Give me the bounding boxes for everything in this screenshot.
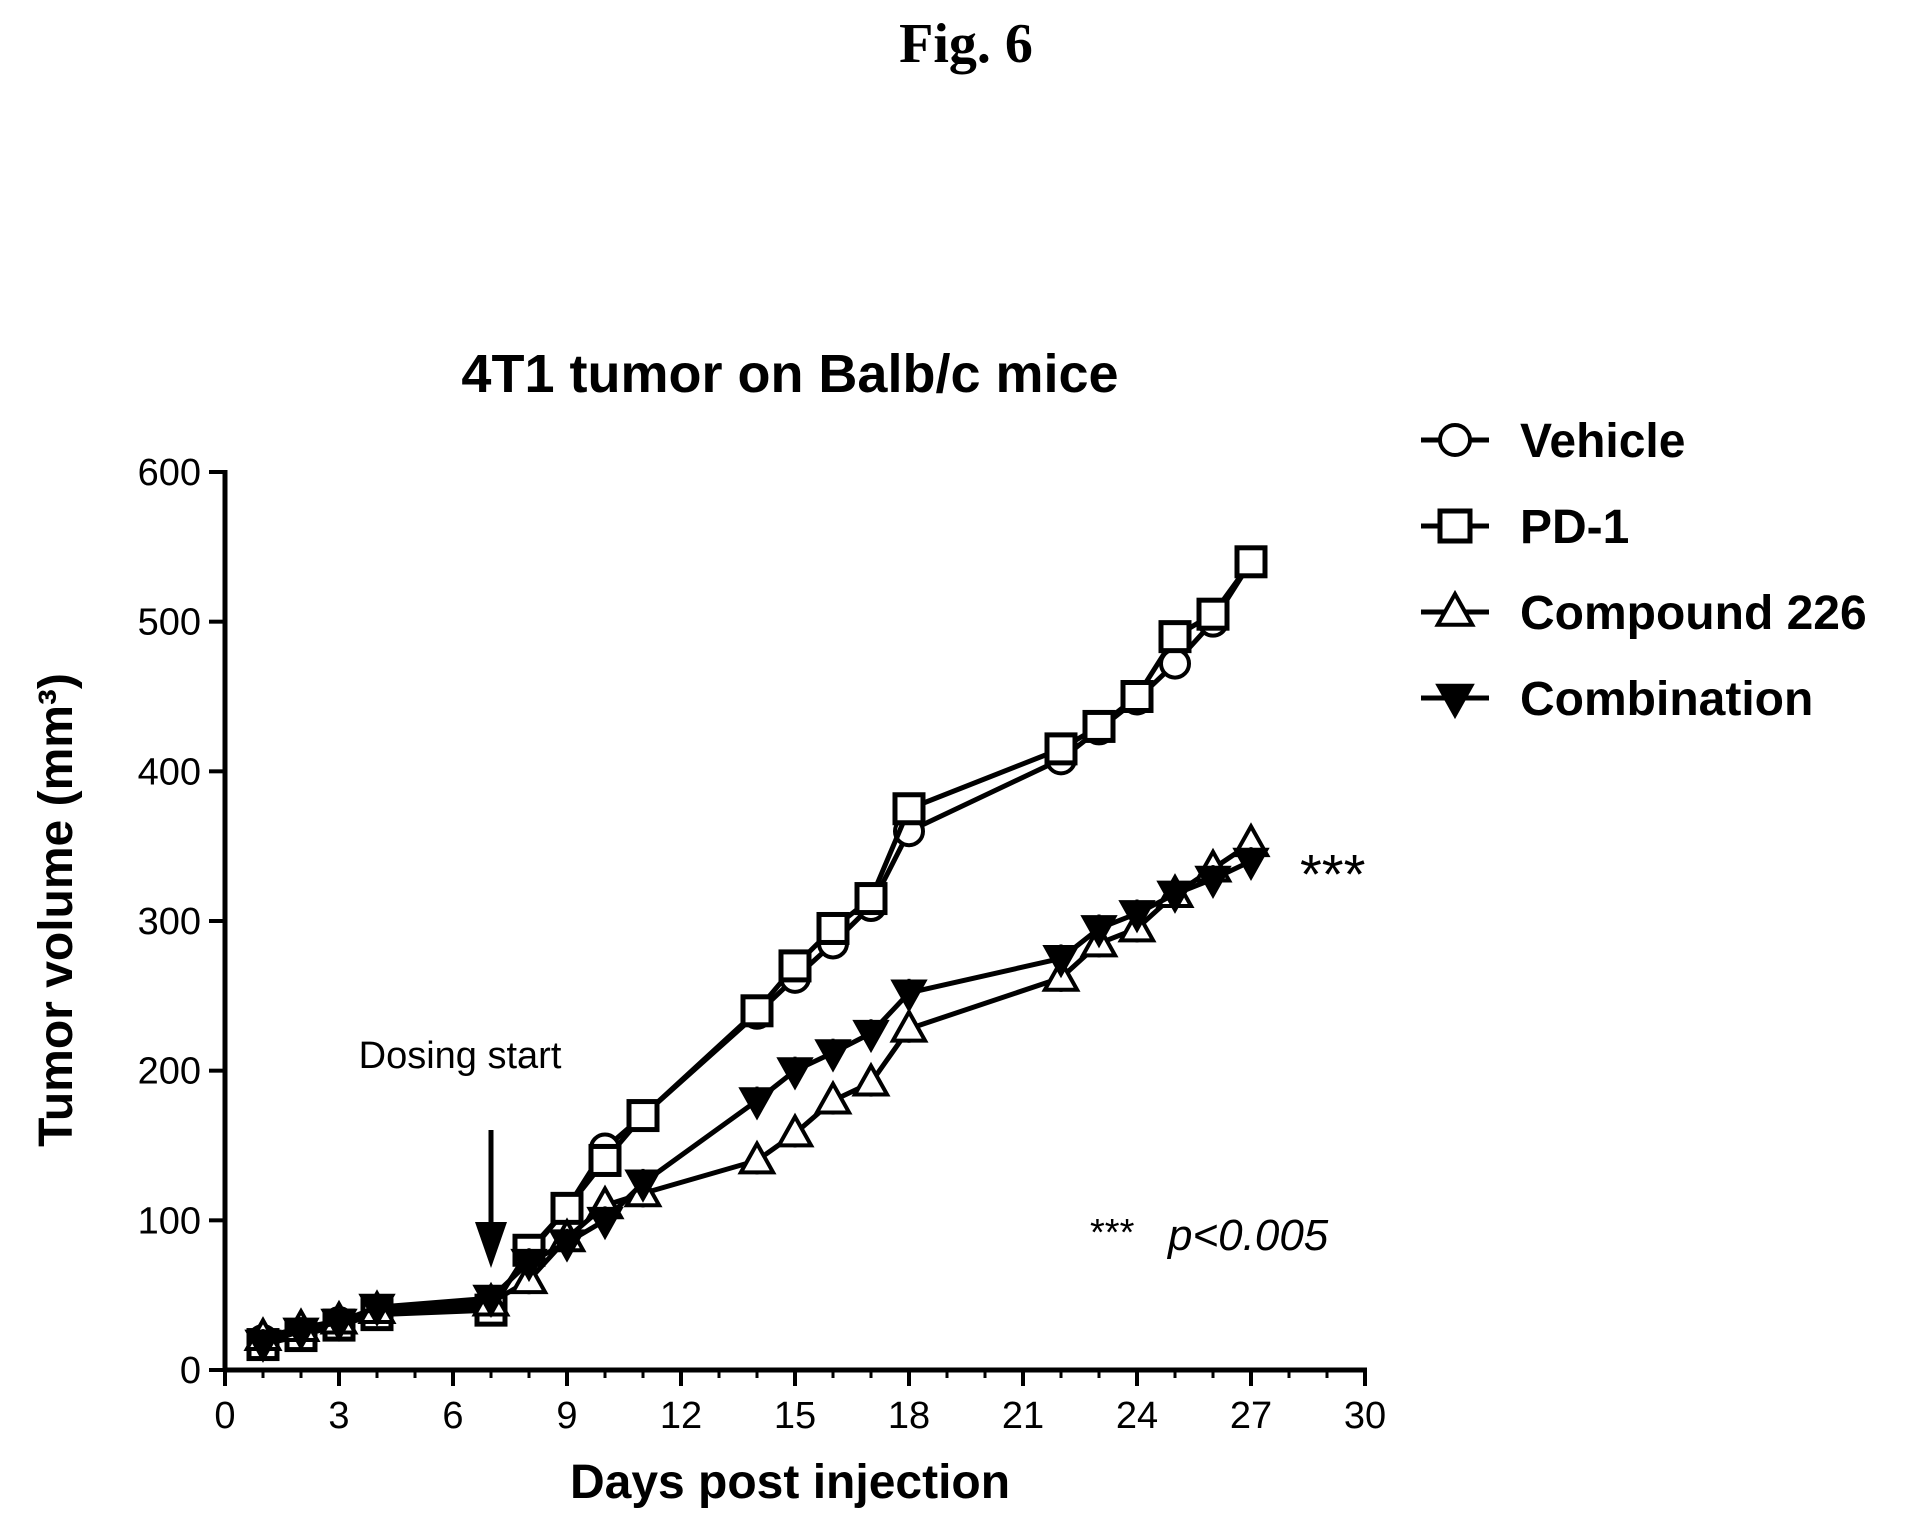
data-point — [737, 1139, 777, 1175]
legend-label: PD-1 — [1520, 501, 1629, 554]
legend-item: PD-1 — [1421, 501, 1629, 554]
significance-marker: *** — [1300, 843, 1365, 906]
axes: 0 3 6 9 12 15 18 21 24 27 30 0 100 200 300 400 500 600 — [138, 452, 1387, 1437]
data-point — [1082, 709, 1116, 743]
data-point — [1042, 945, 1080, 979]
data-point — [890, 979, 928, 1013]
data-point — [778, 949, 812, 983]
data-point — [588, 1143, 622, 1177]
legend-label: Compound 226 — [1520, 587, 1867, 640]
data-point — [282, 1317, 320, 1351]
x-tick-label: 3 — [328, 1395, 349, 1437]
data-point — [472, 1284, 510, 1319]
y-tick-label: 400 — [138, 751, 201, 793]
chart-title: 4T1 tumor on Balb/c mice — [461, 344, 1118, 404]
data-point — [776, 1057, 814, 1091]
data-point — [1158, 620, 1192, 654]
legend-item: Combination — [1421, 673, 1813, 726]
x-tick-label: 30 — [1344, 1395, 1386, 1437]
dosing-arrow-head — [475, 1222, 507, 1268]
data-point — [854, 882, 888, 916]
y-tick-label: 200 — [138, 1051, 201, 1093]
data-point — [1044, 732, 1078, 766]
data-point — [814, 1039, 852, 1073]
y-axis-title: Tumor volume (mm³) — [30, 673, 83, 1147]
x-tick-label: 15 — [774, 1395, 816, 1437]
legend-marker — [1438, 423, 1472, 457]
x-tick-label: 6 — [442, 1395, 463, 1437]
data-point — [586, 1206, 624, 1241]
legend-marker — [1435, 683, 1475, 720]
data-point — [244, 1329, 282, 1363]
data-point — [1196, 597, 1230, 631]
legend-item: Compound 226 — [1421, 587, 1867, 640]
series-layer — [243, 545, 1271, 1363]
data-point — [510, 1248, 548, 1283]
significance-note-p: p<0.005 — [1166, 1211, 1329, 1260]
data-point — [1080, 915, 1118, 949]
legend: Vehicle PD-1 Compound 226 Combination — [1421, 415, 1867, 726]
data-point — [775, 1112, 815, 1148]
x-axis-title: Days post injection — [570, 1456, 1010, 1509]
x-tick-label: 27 — [1230, 1395, 1272, 1437]
data-point — [740, 994, 774, 1028]
legend-marker — [1437, 508, 1473, 544]
data-point — [548, 1229, 586, 1263]
x-tick-label: 18 — [888, 1395, 930, 1437]
data-point — [889, 1007, 929, 1043]
figure-label: Fig. 6 — [899, 13, 1033, 75]
x-ticks: 0 3 6 9 12 15 18 21 24 27 30 — [214, 1370, 1386, 1437]
x-tick-label: 9 — [556, 1395, 577, 1437]
data-point — [852, 1019, 890, 1054]
dosing-annotation: Dosing start — [359, 1035, 562, 1268]
y-ticks: 0 100 200 300 400 500 600 — [138, 452, 225, 1392]
data-point — [1232, 847, 1270, 881]
y-tick-label: 600 — [138, 452, 201, 494]
y-tick-label: 100 — [138, 1200, 201, 1242]
data-point — [624, 1169, 662, 1203]
dosing-start-label: Dosing start — [359, 1035, 562, 1077]
data-point — [738, 1087, 776, 1121]
legend-label: Combination — [1520, 673, 1813, 726]
data-point — [1118, 900, 1156, 934]
significance-note-stars: *** — [1090, 1212, 1135, 1254]
y-tick-label: 500 — [138, 602, 201, 644]
x-tick-label: 24 — [1116, 1395, 1158, 1437]
x-tick-label: 21 — [1002, 1395, 1044, 1437]
data-point — [626, 1099, 660, 1133]
data-point — [1194, 865, 1232, 899]
y-tick-label: 0 — [180, 1350, 201, 1392]
series-combination — [244, 847, 1270, 1363]
data-point — [1156, 880, 1194, 914]
data-point — [320, 1308, 358, 1342]
data-point — [851, 1061, 891, 1097]
legend-marker — [1434, 589, 1476, 627]
data-point — [892, 792, 926, 826]
data-point — [1234, 545, 1268, 579]
x-tick-label: 0 — [214, 1395, 235, 1437]
y-tick-label: 300 — [138, 901, 201, 943]
data-point — [358, 1293, 396, 1328]
legend-label: Vehicle — [1520, 415, 1685, 468]
data-point — [816, 911, 850, 945]
x-tick-label: 12 — [660, 1395, 702, 1437]
data-point — [813, 1079, 853, 1115]
legend-item: Vehicle — [1421, 415, 1685, 468]
data-point — [1120, 680, 1154, 713]
